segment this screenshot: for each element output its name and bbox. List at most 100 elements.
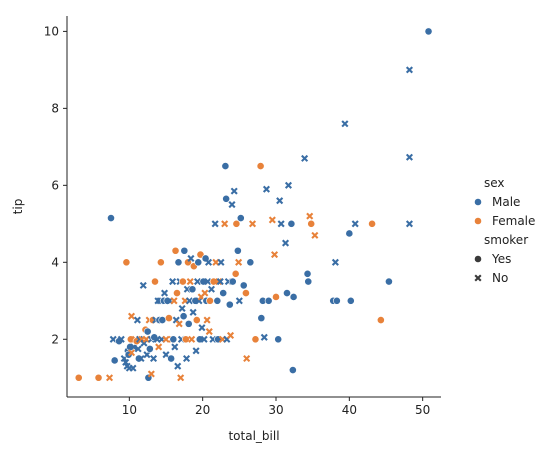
data-point bbox=[105, 374, 114, 382]
data-point bbox=[134, 345, 142, 353]
data-point bbox=[236, 214, 245, 222]
y-tick-label: 6 bbox=[51, 178, 59, 192]
data-point bbox=[248, 220, 257, 228]
data-point bbox=[147, 370, 155, 378]
data-point bbox=[277, 220, 285, 228]
y-tick-label: 2 bbox=[51, 332, 59, 346]
data-point bbox=[107, 214, 115, 222]
data-point bbox=[239, 281, 248, 290]
data-point bbox=[225, 300, 234, 309]
x-tick-label: 20 bbox=[195, 403, 210, 417]
data-point bbox=[284, 181, 293, 189]
data-point bbox=[139, 281, 147, 289]
legend-style-marker bbox=[474, 274, 482, 282]
data-point bbox=[206, 296, 214, 305]
data-point bbox=[204, 258, 213, 266]
data-point bbox=[74, 373, 83, 382]
data-point bbox=[242, 289, 250, 297]
data-point bbox=[192, 347, 200, 355]
data-point bbox=[301, 154, 309, 162]
data-point bbox=[385, 277, 393, 286]
data-point bbox=[201, 289, 209, 297]
data-point bbox=[288, 366, 297, 374]
data-point bbox=[209, 277, 218, 286]
data-point bbox=[268, 216, 276, 224]
data-point bbox=[228, 201, 236, 209]
data-point bbox=[345, 229, 354, 238]
data-point bbox=[178, 304, 186, 313]
data-point bbox=[272, 293, 280, 301]
data-point bbox=[177, 374, 185, 382]
data-point bbox=[231, 269, 240, 278]
data-point bbox=[221, 162, 230, 170]
data-point bbox=[217, 258, 225, 266]
data-point bbox=[110, 356, 119, 365]
data-point bbox=[211, 220, 219, 228]
legend-style-label: No bbox=[492, 271, 508, 285]
data-point bbox=[332, 296, 341, 305]
data-point bbox=[187, 254, 195, 262]
data-point bbox=[307, 219, 316, 228]
data-point bbox=[281, 239, 290, 247]
data-point bbox=[192, 316, 201, 324]
legend-style-marker bbox=[474, 255, 482, 263]
data-point bbox=[151, 277, 159, 286]
data-point bbox=[216, 278, 224, 286]
data-point bbox=[170, 297, 178, 305]
y-ticks: 2 4 6 8 10 bbox=[44, 24, 67, 346]
data-point bbox=[189, 308, 197, 316]
data-point bbox=[188, 285, 197, 294]
data-point bbox=[181, 335, 190, 344]
y-tick-label: 8 bbox=[51, 101, 59, 115]
data-point bbox=[195, 297, 203, 305]
data-point bbox=[251, 335, 260, 344]
data-point bbox=[213, 296, 222, 305]
data-point bbox=[405, 66, 414, 74]
data-point bbox=[289, 293, 298, 301]
data-point bbox=[127, 312, 136, 320]
data-point bbox=[260, 333, 268, 341]
legend-hue-marker bbox=[474, 217, 482, 225]
data-point bbox=[155, 343, 163, 351]
data-point bbox=[184, 319, 193, 328]
y-tick-label: 10 bbox=[44, 24, 59, 38]
data-point bbox=[311, 231, 319, 239]
data-point bbox=[207, 285, 216, 293]
data-point bbox=[203, 316, 211, 324]
data-point bbox=[235, 297, 243, 305]
x-tick-label: 40 bbox=[342, 403, 357, 417]
data-point bbox=[165, 314, 173, 323]
data-point bbox=[171, 343, 179, 351]
legend-hue-marker bbox=[474, 198, 482, 206]
x-tick-label: 10 bbox=[122, 403, 137, 417]
data-point bbox=[186, 278, 194, 286]
data-point bbox=[140, 339, 148, 347]
data-point bbox=[109, 335, 117, 343]
points-layer bbox=[74, 27, 433, 382]
data-point bbox=[156, 258, 165, 267]
data-point bbox=[303, 269, 312, 278]
data-point bbox=[122, 258, 131, 267]
data-point bbox=[376, 316, 385, 324]
data-point bbox=[287, 219, 296, 228]
x-axis-label: total_bill bbox=[228, 429, 279, 443]
legend: sex Male Female smoker Yes No bbox=[474, 176, 535, 285]
data-point bbox=[158, 316, 167, 324]
data-point bbox=[233, 246, 242, 255]
data-point bbox=[173, 289, 181, 297]
legend-hue-title: sex bbox=[484, 176, 505, 190]
data-point bbox=[198, 324, 206, 332]
legend-style-title: smoker bbox=[484, 233, 528, 247]
data-point bbox=[235, 258, 243, 266]
data-point bbox=[160, 289, 169, 297]
data-point bbox=[194, 258, 203, 267]
data-point bbox=[193, 278, 202, 286]
data-point bbox=[188, 335, 196, 343]
x-tick-label: 50 bbox=[415, 403, 430, 417]
data-point bbox=[351, 220, 359, 228]
data-point bbox=[264, 296, 273, 305]
data-point bbox=[270, 251, 279, 259]
data-point bbox=[178, 277, 187, 286]
data-point bbox=[262, 185, 271, 193]
legend-hue-label: Male bbox=[492, 195, 520, 209]
